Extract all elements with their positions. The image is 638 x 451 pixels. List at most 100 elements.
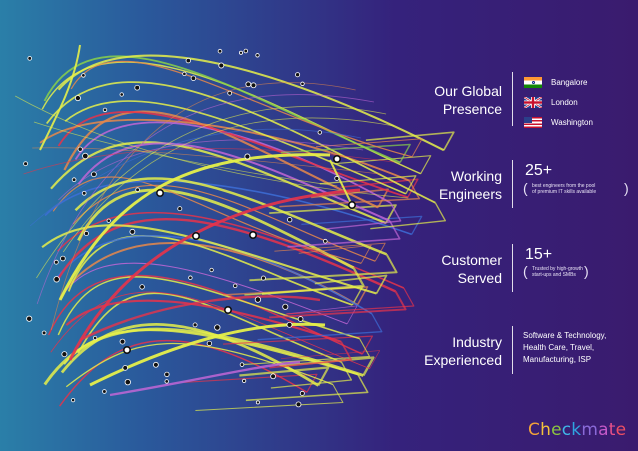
network-line [243, 338, 371, 366]
network-node [244, 153, 251, 160]
network-line [63, 329, 358, 376]
network-node [190, 75, 197, 81]
divider-industry [512, 326, 513, 374]
network-line [41, 224, 377, 295]
network-line [23, 148, 394, 175]
logo-letter: h [540, 420, 552, 440]
network-node [102, 389, 107, 394]
network-line [326, 202, 402, 230]
network-node [217, 48, 223, 54]
customers-count: 15+ [525, 246, 553, 263]
network-line [59, 262, 348, 325]
network-node [177, 206, 183, 212]
location-item-bangalore: Bangalore [524, 72, 634, 92]
network-node [347, 201, 356, 210]
network-line [58, 139, 364, 201]
network-line [36, 105, 387, 279]
network-line [57, 217, 397, 293]
network-line [286, 287, 415, 315]
network-node [255, 53, 260, 58]
customers-description-line1: Trusted by high-growth [532, 266, 583, 272]
network-node [287, 217, 293, 223]
network-node [332, 155, 341, 164]
network-line [39, 44, 81, 151]
network-line [314, 274, 388, 294]
industry-experienced-heading-line1: Industry [452, 334, 502, 350]
uk-flag-icon [524, 96, 542, 108]
network-node [323, 238, 328, 244]
working-engineers-heading-line1: Working [450, 168, 502, 184]
logo-letter: e [551, 420, 562, 440]
network-node [122, 365, 128, 371]
network-node [295, 401, 302, 408]
network-line [279, 180, 421, 208]
network-node [71, 398, 76, 403]
network-line [223, 335, 374, 355]
network-line [29, 128, 361, 227]
network-line [60, 323, 320, 387]
global-presence-heading-line2: Presence [442, 101, 502, 117]
network-line [365, 131, 455, 151]
working-engineers-heading-line2: Engineers [438, 186, 502, 202]
network-line [57, 276, 360, 340]
industry-line1: Software & Technology, [523, 331, 607, 340]
network-node [135, 187, 140, 192]
network-line [68, 188, 361, 361]
network-node [270, 373, 276, 380]
logo-letter: k [571, 420, 582, 440]
network-node [238, 50, 244, 55]
network-line [270, 361, 353, 389]
location-name: London [551, 97, 578, 107]
network-line [43, 55, 401, 164]
network-line [239, 366, 330, 387]
network-line [32, 147, 381, 175]
network-node [232, 283, 238, 289]
network-node [241, 378, 247, 384]
network-node [124, 378, 131, 386]
network-node [192, 232, 201, 241]
paren-left: ( [523, 180, 528, 196]
network-node [255, 400, 260, 405]
divider-engineers [512, 160, 513, 208]
network-line [70, 60, 413, 158]
divider-customers [512, 244, 513, 292]
network-line [370, 202, 447, 230]
network-node [206, 340, 213, 347]
network-node [92, 335, 98, 341]
engineers-description: best engineers from the pool of premium … [528, 183, 600, 195]
logo-letter: c [561, 420, 572, 440]
network-node [106, 218, 111, 223]
network-node [227, 90, 233, 96]
working-engineers-heading: Working Engineers [362, 167, 502, 203]
us-flag-icon [524, 116, 542, 128]
network-node [245, 81, 252, 88]
location-item-washington: Washington [524, 112, 634, 132]
customer-served-heading-line2: Served [457, 270, 502, 286]
network-node [185, 57, 191, 64]
network-node [123, 345, 132, 354]
network-line [47, 274, 363, 355]
network-line [269, 341, 352, 369]
engineers-count: 25+ [525, 162, 553, 179]
network-node [53, 276, 60, 283]
network-node [218, 62, 225, 69]
engineers-description-line2: of premium IT skills available [532, 189, 597, 195]
network-line [334, 155, 432, 174]
network-line [56, 235, 373, 315]
network-line [50, 291, 370, 369]
divider-presence [512, 72, 513, 126]
network-node [77, 146, 83, 152]
network-node [102, 107, 108, 113]
network-node [334, 175, 340, 181]
network-node [156, 189, 165, 198]
network-line [319, 175, 417, 195]
network-line [36, 94, 375, 305]
location-name: Bangalore [551, 77, 588, 87]
network-node [260, 275, 266, 281]
industry-experienced-heading: Industry Experienced [362, 333, 502, 369]
paren-right: ) [624, 180, 629, 196]
network-node [249, 231, 258, 240]
logo-letter: a [598, 420, 609, 440]
network-line [79, 295, 321, 342]
